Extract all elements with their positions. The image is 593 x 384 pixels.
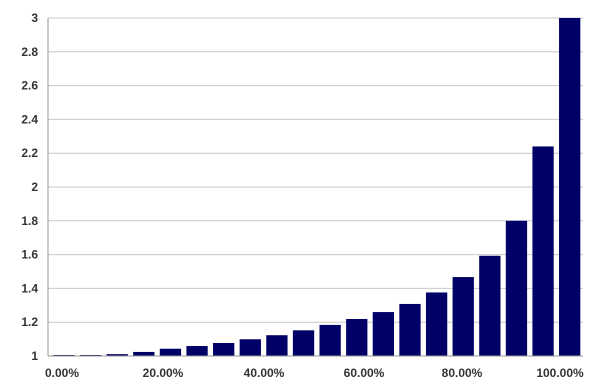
bar-3 xyxy=(133,351,155,356)
bar-10 xyxy=(319,324,341,356)
x-tick-label: 80.00% xyxy=(442,366,483,380)
bar-18 xyxy=(532,146,554,356)
y-tick-label: 2.8 xyxy=(21,45,38,59)
bar-14 xyxy=(425,292,448,356)
x-tick-label: 20.00% xyxy=(143,366,184,380)
y-tick-label: 2.4 xyxy=(21,112,38,126)
bar-16 xyxy=(479,255,501,356)
bar-11 xyxy=(346,318,368,356)
bar-8 xyxy=(266,335,288,356)
x-tick-label: 0.00% xyxy=(45,366,79,380)
y-tick-label: 1.6 xyxy=(21,248,38,262)
y-tick-label: 2.2 xyxy=(21,146,38,160)
axes xyxy=(47,18,583,357)
bar-5 xyxy=(186,346,208,356)
gridlines xyxy=(48,17,583,357)
bar-17 xyxy=(505,220,528,356)
bar-19 xyxy=(559,18,581,356)
y-tick-label: 1 xyxy=(31,349,38,363)
y-tick-label: 3 xyxy=(31,11,38,25)
bar-13 xyxy=(399,303,421,356)
x-tick-label: 60.00% xyxy=(344,366,385,380)
y-tick-label: 2 xyxy=(31,180,38,194)
bar-7 xyxy=(239,339,261,356)
bar-4 xyxy=(159,348,182,356)
x-tick-label: 40.00% xyxy=(244,366,285,380)
bar-2 xyxy=(106,354,128,356)
bars xyxy=(53,18,581,356)
tick-labels: 1 1.2 1.4 1.6 1.8 2 2.2 2.4 2.6 2.8 3 0.00% 20.00% 40… xyxy=(21,11,584,380)
x-tick-label: 100.00% xyxy=(536,366,584,380)
y-tick-label: 1.8 xyxy=(21,214,38,228)
y-tick-label: 2.6 xyxy=(21,79,38,93)
y-tick-label: 1.4 xyxy=(21,281,38,295)
bar-6 xyxy=(213,342,235,356)
bar-12 xyxy=(372,312,395,356)
y-tick-label: 1.2 xyxy=(21,315,38,329)
bar-9 xyxy=(292,330,315,356)
bar-15 xyxy=(452,277,474,356)
